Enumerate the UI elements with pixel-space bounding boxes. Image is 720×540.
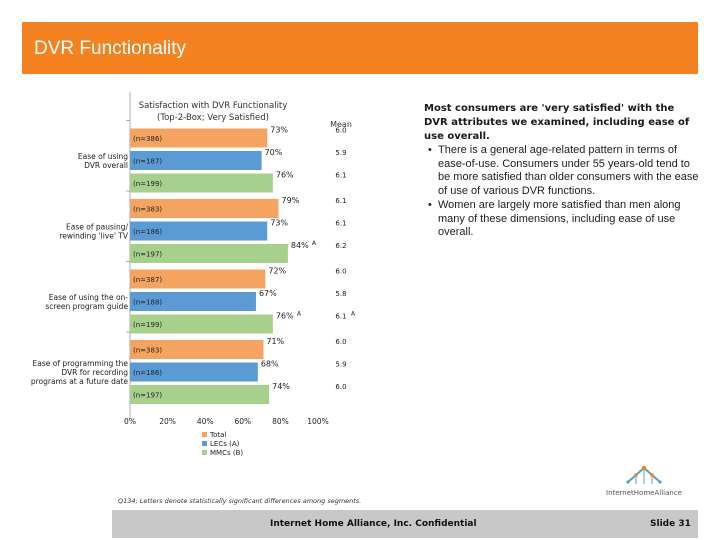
chart-subtitle: (Top-2-Box; Very Satisfied) <box>157 113 269 123</box>
x-tick-label: 20% <box>159 417 176 426</box>
bullet-text: Women are largely more satisfied than me… <box>438 199 681 238</box>
footnote: Q134; Letters denote statistically signi… <box>118 497 362 505</box>
bar-value-label: 73% <box>270 126 288 135</box>
x-tick-label: 80% <box>272 417 289 426</box>
bullet-item: • Women are largely more satisfied than m… <box>428 199 681 238</box>
bar-lecs <box>130 151 262 170</box>
bar-value-label: 68% <box>261 360 279 369</box>
bar-value-label: 71% <box>266 337 284 346</box>
bar-value-label: 70% <box>265 148 283 157</box>
group-label: Ease of pausing/ <box>66 223 128 232</box>
legend-swatch <box>202 441 207 446</box>
x-tick-label: 40% <box>197 417 214 426</box>
bar-lecs <box>130 292 256 311</box>
bar-value-label: 84% <box>291 241 309 250</box>
group-label: DVR for recording <box>61 368 128 377</box>
bar-value-label: 74% <box>272 382 290 391</box>
slide-number: Slide 31 <box>650 519 691 529</box>
mean-value: 6.1 <box>335 220 346 228</box>
group-label: screen program guide <box>45 302 128 311</box>
bar-sample-size: (n=386) <box>133 135 162 143</box>
mean-value: 5.9 <box>335 361 346 369</box>
bar-sample-size: (n=197) <box>133 251 162 259</box>
bar-value-label: 72% <box>268 267 286 276</box>
mean-sig-letter: A <box>351 311 356 318</box>
bar-lecs <box>130 221 268 241</box>
bar-sample-size: (n=199) <box>133 321 162 329</box>
x-tick-label: 60% <box>234 417 251 426</box>
bar-sample-size: (n=387) <box>133 276 162 284</box>
bullet-item: • There is a general age-related pattern … <box>428 144 699 197</box>
notes-bullets: • There is a general age-related pattern … <box>428 144 700 241</box>
mean-header: Mean <box>330 120 352 129</box>
mean-value: 6.0 <box>335 338 346 346</box>
group-label: programs at a future date <box>31 377 129 386</box>
legend-swatch <box>202 450 207 455</box>
bar-total <box>130 199 279 218</box>
bar-total <box>130 128 268 148</box>
x-tick-label: 0% <box>124 417 136 426</box>
group-label: Ease of programming the <box>33 359 129 368</box>
bar-sig-letter: A <box>312 240 317 247</box>
footer-bar <box>112 510 698 538</box>
satisfaction-chart: Satisfaction with DVR Functionality (Top-… <box>31 92 356 457</box>
mean-value: 6.1 <box>335 313 346 321</box>
internet-home-alliance-logo <box>626 465 662 484</box>
group-label: Ease of using <box>78 152 128 161</box>
bullet-text: There is a general age-related pattern i… <box>438 144 699 197</box>
group-label: rewinding 'live' TV <box>59 232 129 241</box>
bar-lecs <box>130 362 258 382</box>
bar-sample-size: (n=383) <box>133 347 162 355</box>
mean-value: 6.1 <box>335 197 346 205</box>
bar-value-label: 73% <box>270 219 288 228</box>
legend-label: Total <box>209 431 226 439</box>
bar-mmcs <box>130 314 273 334</box>
header-bar <box>22 22 698 74</box>
bar-sample-size: (n=187) <box>133 158 162 166</box>
bar-mmcs <box>130 385 270 404</box>
bar-sample-size: (n=186) <box>133 228 162 236</box>
x-tick-label: 100% <box>307 417 328 426</box>
bar-mmcs <box>130 244 288 263</box>
chart-title: Satisfaction with DVR Functionality <box>139 101 288 111</box>
mean-value: 6.0 <box>335 127 346 135</box>
mean-value: 5.9 <box>335 149 346 157</box>
bar-value-label: 76% <box>276 312 294 321</box>
bar-sample-size: (n=188) <box>133 299 162 307</box>
mean-value: 6.0 <box>335 383 346 391</box>
bar-total <box>130 269 266 289</box>
bar-value-label: 76% <box>276 171 294 180</box>
group-label: DVR overall <box>84 161 128 170</box>
bar-sig-letter: A <box>297 311 302 318</box>
bar-sample-size: (n=186) <box>133 369 162 377</box>
group-label: Ease of using the on- <box>49 293 129 302</box>
notes-heading: Most consumers are 'very satisfied' with… <box>424 103 690 142</box>
footer-text: Internet Home Alliance, Inc. Confidentia… <box>270 519 477 529</box>
legend-swatch <box>202 432 207 437</box>
mean-value: 6.0 <box>335 268 346 276</box>
bar-value-label: 67% <box>259 289 277 298</box>
bar-mmcs <box>130 173 273 193</box>
legend-label: MMCs (B) <box>210 449 243 457</box>
bar-sample-size: (n=197) <box>133 392 162 400</box>
logo-text: InternetHomeAlliance <box>606 489 682 497</box>
bar-value-label: 79% <box>282 196 300 205</box>
slide-title: DVR Functionality <box>34 38 187 59</box>
mean-value: 5.8 <box>335 290 346 298</box>
mean-value: 6.2 <box>335 242 346 250</box>
mean-value: 6.1 <box>335 172 346 180</box>
bar-sample-size: (n=199) <box>133 180 162 188</box>
bar-total <box>130 340 264 359</box>
legend-label: LECs (A) <box>210 440 240 448</box>
bar-sample-size: (n=383) <box>133 206 162 214</box>
